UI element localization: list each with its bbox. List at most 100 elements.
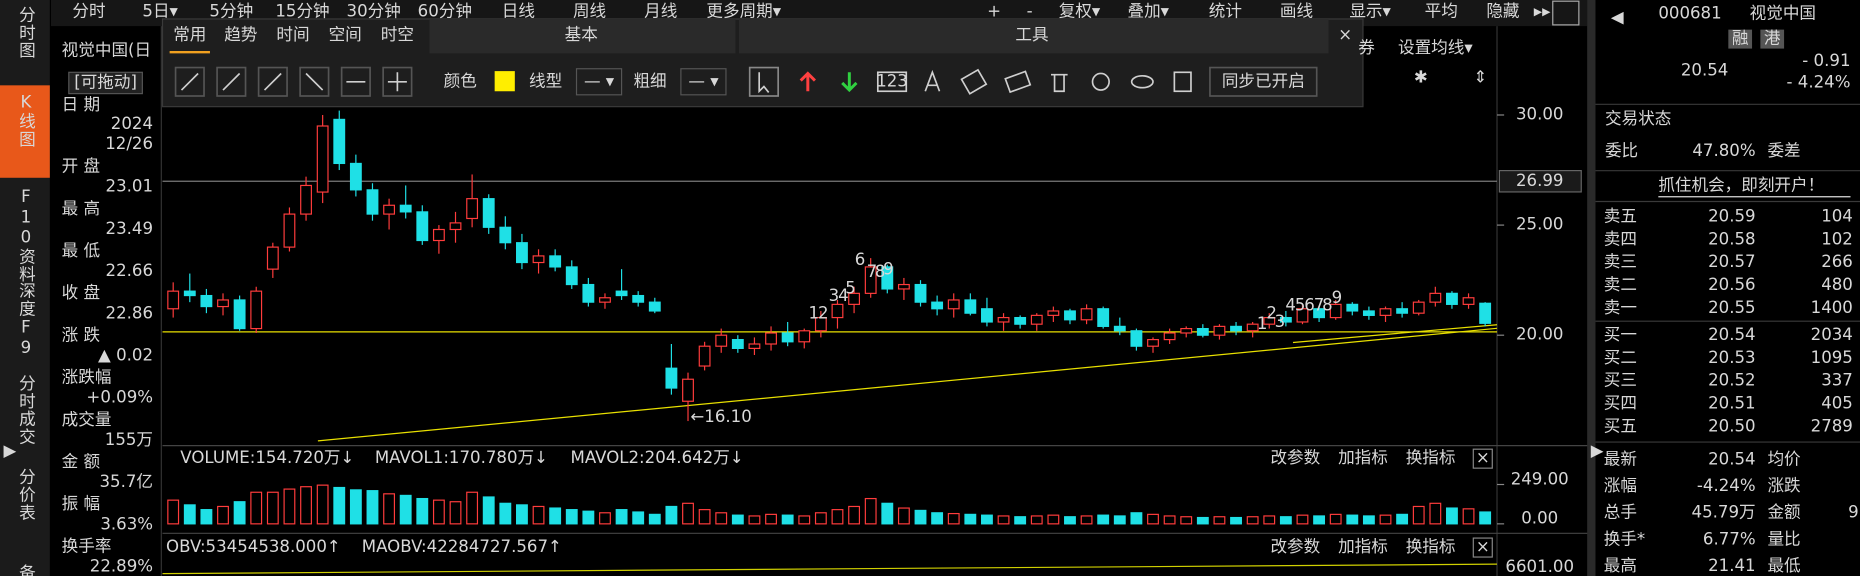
side-tab[interactable]: 备 bbox=[16, 564, 35, 576]
ma-setting[interactable]: 设置均线▾ bbox=[1398, 38, 1473, 57]
side-tab[interactable]: 深度F9 bbox=[16, 282, 35, 358]
toolbar-arrows: ▸▸ bbox=[1534, 1, 1551, 20]
tool-button[interactable] bbox=[340, 66, 371, 97]
sync-button[interactable] bbox=[1209, 66, 1318, 97]
period-tab[interactable]: 5分钟 bbox=[209, 1, 253, 20]
ad-link[interactable]: 抓住机会，即刻开户！ bbox=[1658, 176, 1824, 195]
td-count: 7 bbox=[867, 262, 878, 281]
candle-body bbox=[1346, 303, 1359, 312]
stock-code: 000681 bbox=[1658, 4, 1721, 23]
period-tab[interactable]: 5日▾ bbox=[142, 1, 178, 20]
period-tab[interactable]: 显示▾ bbox=[1349, 1, 1391, 20]
period-tab[interactable]: 画线 bbox=[1280, 1, 1313, 20]
sync-label[interactable]: 同步已开启 bbox=[1222, 71, 1305, 90]
period-tab[interactable]: 周线 bbox=[573, 1, 606, 20]
tool-button[interactable] bbox=[748, 66, 779, 97]
candle-body bbox=[1163, 332, 1176, 341]
info-value: 12/26 bbox=[105, 134, 153, 153]
ma-icon[interactable]: ✱ bbox=[1414, 68, 1428, 87]
candle-body bbox=[200, 294, 213, 308]
period-tab[interactable]: + bbox=[987, 1, 1001, 20]
side-tab[interactable]: 分时成交 bbox=[16, 374, 35, 445]
obv-indicator: MAOBV:42284727.567↑ bbox=[362, 537, 562, 556]
draw-tab[interactable]: 趋势 bbox=[224, 25, 257, 44]
section-header bbox=[739, 18, 1329, 54]
candle-body bbox=[1246, 323, 1259, 332]
line-type-label: 线型 bbox=[529, 71, 562, 90]
indicator-button[interactable]: 换指标 bbox=[1406, 537, 1456, 556]
period-tab[interactable]: 30分钟 bbox=[347, 1, 401, 20]
candle-body bbox=[1462, 297, 1475, 305]
period-tab[interactable]: 分时 bbox=[72, 1, 105, 20]
indicator-button[interactable]: 改参数 bbox=[1270, 448, 1320, 467]
volume-bar bbox=[1313, 515, 1326, 525]
close-box[interactable] bbox=[1472, 448, 1493, 469]
indicator-button[interactable]: 加指标 bbox=[1338, 537, 1388, 556]
candle-body bbox=[715, 334, 728, 347]
indicator-button[interactable]: 改参数 bbox=[1270, 537, 1320, 556]
period-tab[interactable]: 隐藏 bbox=[1486, 1, 1520, 20]
candle-body bbox=[1412, 301, 1425, 314]
volume-bar bbox=[1030, 515, 1043, 525]
icon bbox=[960, 68, 988, 95]
volume-bar bbox=[1396, 513, 1409, 525]
volume-bar bbox=[914, 509, 927, 525]
fullscreen-icon[interactable] bbox=[1552, 0, 1580, 26]
color-label: 颜色 bbox=[444, 71, 477, 90]
tool-button[interactable] bbox=[174, 66, 205, 97]
period-tab[interactable]: 15分钟 bbox=[275, 1, 329, 20]
volume-bar bbox=[848, 505, 861, 525]
close-box[interactable] bbox=[1472, 537, 1493, 558]
volume-bar bbox=[814, 512, 827, 525]
book-volume: 2034 bbox=[1811, 325, 1853, 344]
scale-icon[interactable]: ⇕ bbox=[1473, 68, 1487, 87]
period-tab[interactable]: 更多周期▾ bbox=[706, 1, 781, 20]
close-button[interactable]: × bbox=[1338, 25, 1352, 44]
period-tab[interactable]: 复权▾ bbox=[1059, 1, 1101, 20]
tool-button[interactable] bbox=[299, 66, 330, 97]
candle-body bbox=[1030, 314, 1043, 325]
period-tab[interactable]: 日线 bbox=[502, 1, 535, 20]
back-arrow[interactable]: ◀ bbox=[1611, 7, 1624, 26]
volume-bar bbox=[1279, 516, 1292, 525]
candle-body bbox=[1296, 308, 1309, 323]
line-type-select[interactable] bbox=[575, 68, 623, 96]
volume-bar bbox=[1014, 516, 1027, 525]
side-tab[interactable]: 分价表 bbox=[16, 468, 35, 522]
volume-bar bbox=[1296, 514, 1309, 525]
candle-body bbox=[1113, 325, 1126, 332]
side-tab[interactable]: 分时图 bbox=[16, 6, 35, 60]
candle-body bbox=[482, 198, 495, 228]
color-swatch[interactable] bbox=[494, 71, 515, 92]
indicator-button[interactable]: 加指标 bbox=[1338, 448, 1388, 467]
side-tab[interactable]: F10资料 bbox=[16, 187, 35, 283]
volume-bar bbox=[748, 515, 761, 525]
indicator-button[interactable]: 换指标 bbox=[1406, 448, 1456, 467]
splitter[interactable] bbox=[1587, 0, 1596, 576]
volume-bar bbox=[1429, 502, 1442, 525]
period-tab[interactable]: 叠加▾ bbox=[1128, 1, 1170, 20]
candle-body bbox=[316, 125, 329, 193]
tool-button[interactable] bbox=[257, 66, 288, 97]
period-tab[interactable]: 统计 bbox=[1209, 1, 1242, 20]
volume-bar bbox=[831, 509, 844, 525]
tool-button[interactable] bbox=[382, 66, 413, 97]
draw-tab[interactable]: 常用 bbox=[173, 25, 206, 44]
draw-tab[interactable]: 时空 bbox=[381, 25, 414, 44]
book-label: 卖四 bbox=[1604, 229, 1637, 248]
volume-bar bbox=[582, 510, 595, 525]
side-tab[interactable]: K线图 bbox=[16, 92, 35, 148]
change: - 0.91 bbox=[1802, 51, 1850, 70]
draw-tab[interactable]: 空间 bbox=[329, 25, 362, 44]
book-label: 买一 bbox=[1604, 325, 1637, 344]
tool-button[interactable] bbox=[216, 66, 247, 97]
period-tab[interactable]: 60分钟 bbox=[418, 1, 472, 20]
period-tab[interactable]: 平均 bbox=[1425, 1, 1458, 20]
draw-tab[interactable]: 时间 bbox=[276, 25, 309, 44]
thickness-select[interactable] bbox=[680, 68, 727, 96]
period-tab[interactable]: 月线 bbox=[644, 1, 677, 20]
low-note: ←16.10 bbox=[690, 407, 751, 426]
candle-body bbox=[516, 242, 528, 264]
volume-bar bbox=[665, 505, 678, 525]
period-tab[interactable]: - bbox=[1027, 1, 1033, 20]
